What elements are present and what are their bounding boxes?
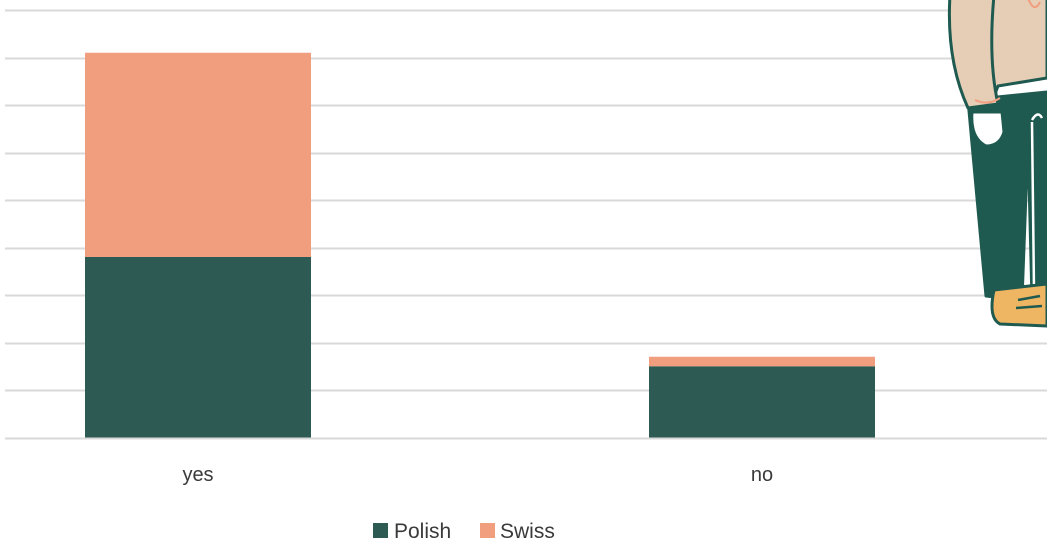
x-tick-no: no [751, 464, 773, 486]
x-axis-ticks: yes no [182, 464, 773, 486]
bar-no-polish [649, 366, 875, 438]
legend-swatch-polish [373, 523, 388, 538]
x-tick-yes: yes [182, 464, 213, 486]
bar-yes-polish [85, 257, 311, 438]
legend-label-swiss: Swiss [500, 520, 555, 541]
legend-swatch-swiss [480, 523, 495, 538]
legend-label-polish: Polish [394, 520, 451, 541]
bars [85, 52, 875, 438]
bar-no-swiss [649, 356, 875, 367]
person-illustration [947, 0, 1047, 328]
legend: Polish Swiss [373, 520, 555, 541]
bar-yes-swiss [85, 52, 311, 257]
